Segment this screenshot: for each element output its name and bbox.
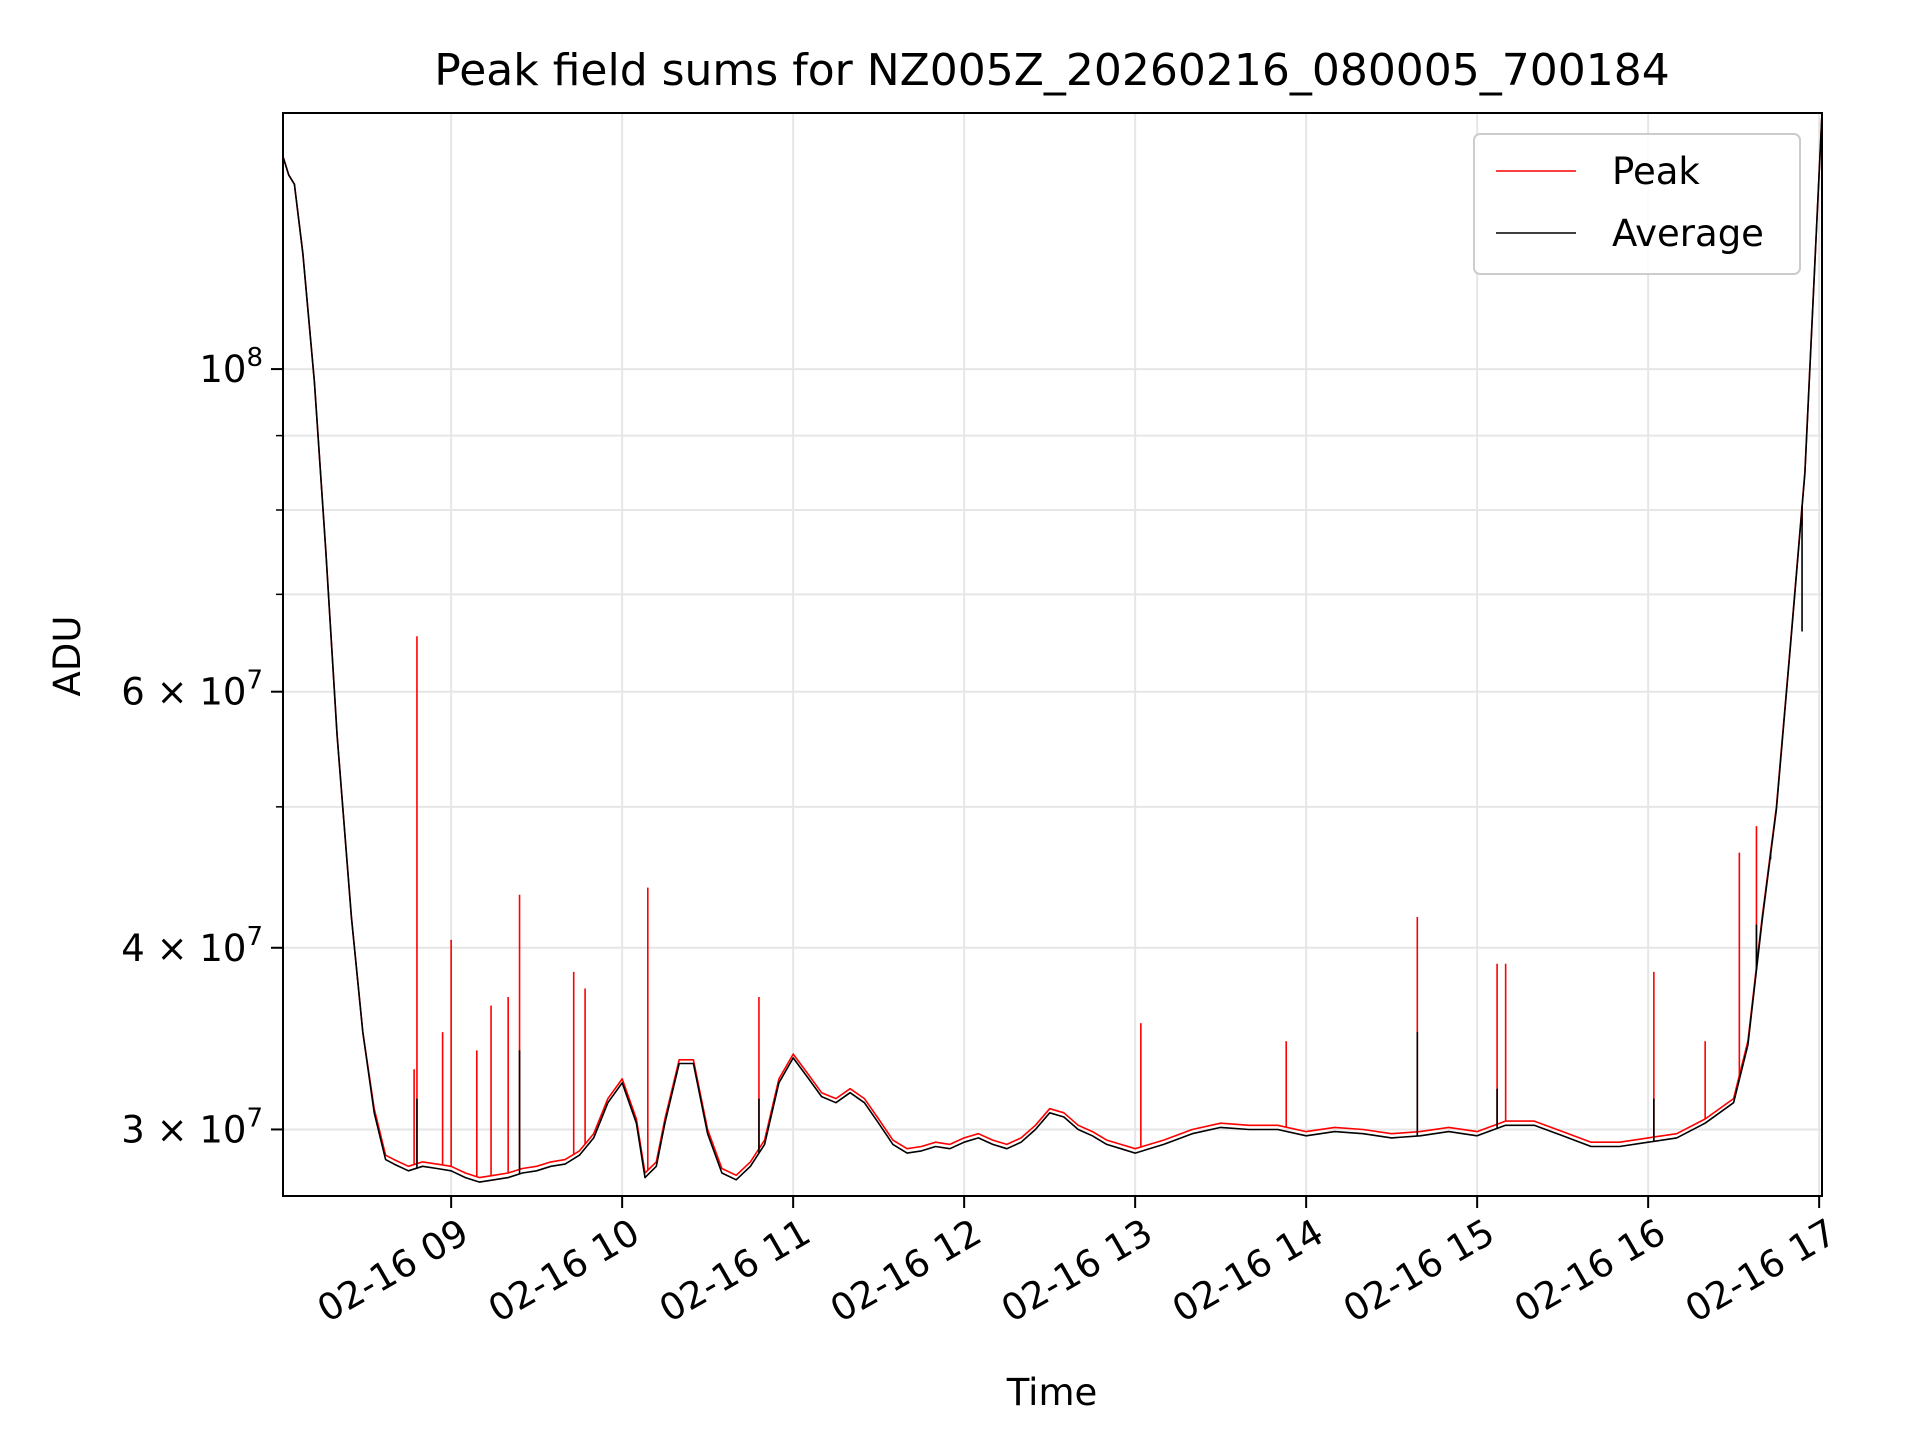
x-tick-label: 02-16 10: [481, 1211, 647, 1331]
x-axis-ticks: 02-16 09 02-16 10 02-16 11 02-16 12 02-16 13…: [310, 1196, 1844, 1331]
x-tick-label: 02-16 11: [652, 1211, 818, 1331]
legend: Peak Average: [1473, 133, 1801, 275]
x-tick-label: 02-16 17: [1678, 1211, 1844, 1331]
x-tick-label: 02-16 09: [310, 1211, 476, 1331]
y-tick-label: 3 × 107: [121, 1103, 263, 1151]
legend-label-average: Average: [1612, 212, 1764, 255]
y-tick-label: 4 × 107: [121, 922, 263, 970]
series-line-average: [282, 112, 1823, 1183]
legend-label-peak: Peak: [1612, 150, 1700, 193]
grid: [283, 113, 1822, 1196]
y-axis-label: ADU: [46, 616, 89, 697]
series-layer: [282, 112, 1823, 1183]
x-tick-label: 02-16 15: [1336, 1211, 1502, 1331]
y-tick-label: 6 × 107: [121, 666, 263, 714]
chart-title: Peak field sums for NZ005Z_20260216_0800…: [434, 45, 1670, 96]
y-tick-label: 108: [199, 343, 263, 391]
plot-frame: [282, 112, 1823, 1197]
x-tick-label: 02-16 16: [1507, 1211, 1673, 1331]
y-axis-ticks: 3 × 107 4 × 107 6 × 107 108: [121, 343, 283, 1151]
x-tick-label: 02-16 14: [1165, 1211, 1331, 1331]
legend-box: [1473, 133, 1801, 275]
x-tick-label: 02-16 13: [994, 1211, 1160, 1331]
axes: [282, 112, 1823, 1197]
x-axis-label: Time: [1006, 1371, 1098, 1414]
x-tick-label: 02-16 12: [823, 1211, 989, 1331]
series-line-peak: [282, 112, 1823, 1179]
